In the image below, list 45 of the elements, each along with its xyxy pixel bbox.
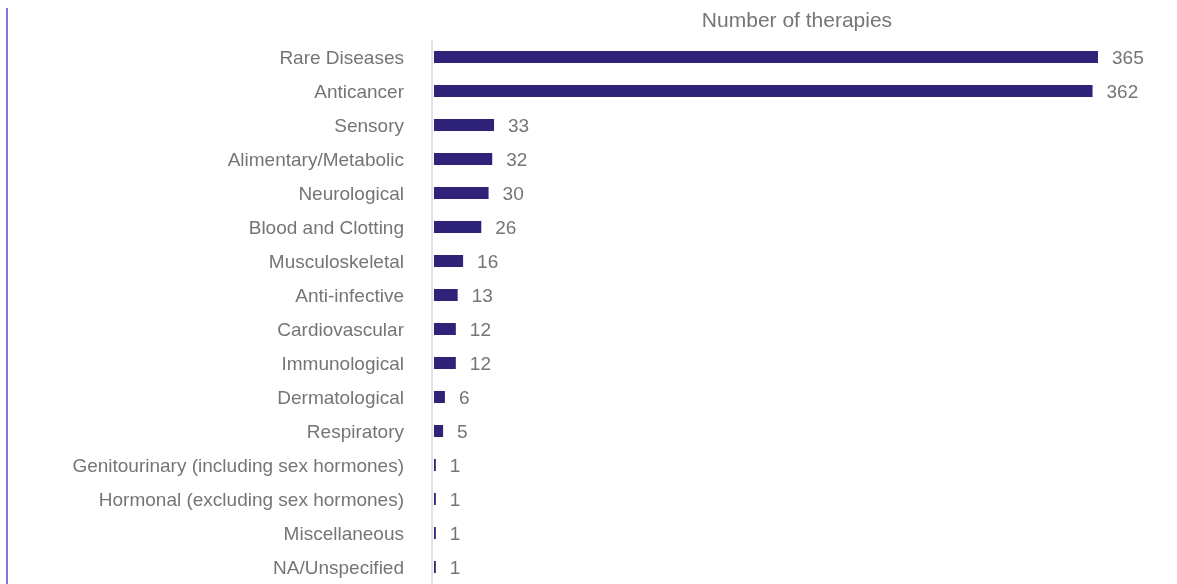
data-label: 365 xyxy=(1112,46,1144,68)
data-label: 1 xyxy=(449,556,461,578)
bar xyxy=(434,153,493,165)
y-tick-label: Musculoskeletal xyxy=(268,250,404,272)
y-tick-label: Anti-infective xyxy=(295,284,404,306)
y-tick-label: Immunological xyxy=(281,352,404,374)
y-tick-label: Hormonal (excluding sex hormones) xyxy=(98,488,404,510)
data-label: 362 xyxy=(1106,80,1139,102)
data-label: 1 xyxy=(449,522,461,544)
bar xyxy=(434,391,445,403)
bar xyxy=(434,289,458,301)
data-label: 1 xyxy=(449,454,461,476)
y-tick-label: Genitourinary (including sex hormones) xyxy=(72,454,404,476)
y-tick-label: Dermatological xyxy=(277,386,404,408)
bar xyxy=(434,85,1093,97)
y-tick-label: Respiratory xyxy=(306,420,405,442)
data-label: 26 xyxy=(495,216,517,238)
y-tick-label: Blood and Clotting xyxy=(248,216,404,238)
y-tick-label: Neurological xyxy=(298,182,404,204)
bar xyxy=(434,51,1098,63)
data-label: 13 xyxy=(471,284,493,306)
data-label: 16 xyxy=(477,250,499,272)
y-tick-label: Alimentary/Metabolic xyxy=(227,148,404,170)
bar xyxy=(434,425,444,437)
data-label: 5 xyxy=(457,420,468,442)
y-tick-label: NA/Unspecified xyxy=(273,556,404,578)
bar xyxy=(434,119,495,131)
data-label: 33 xyxy=(508,114,530,136)
data-label: 32 xyxy=(506,148,528,170)
bar xyxy=(434,221,482,233)
bar xyxy=(434,323,456,335)
y-tick-label: Rare Diseases xyxy=(279,46,404,68)
y-tick-label: Anticancer xyxy=(314,80,405,102)
bar xyxy=(434,255,464,267)
chart-title: Number of therapies xyxy=(700,8,894,32)
data-label: 30 xyxy=(502,182,524,204)
bar xyxy=(434,187,489,199)
data-label: 1 xyxy=(449,488,461,510)
data-label: 6 xyxy=(458,386,470,408)
y-tick-label: Cardiovascular xyxy=(277,318,405,340)
bar xyxy=(434,357,456,369)
y-tick-label: Miscellaneous xyxy=(283,522,404,544)
y-tick-label: Sensory xyxy=(334,114,405,136)
data-label: 12 xyxy=(469,318,491,340)
data-label: 12 xyxy=(469,352,491,374)
